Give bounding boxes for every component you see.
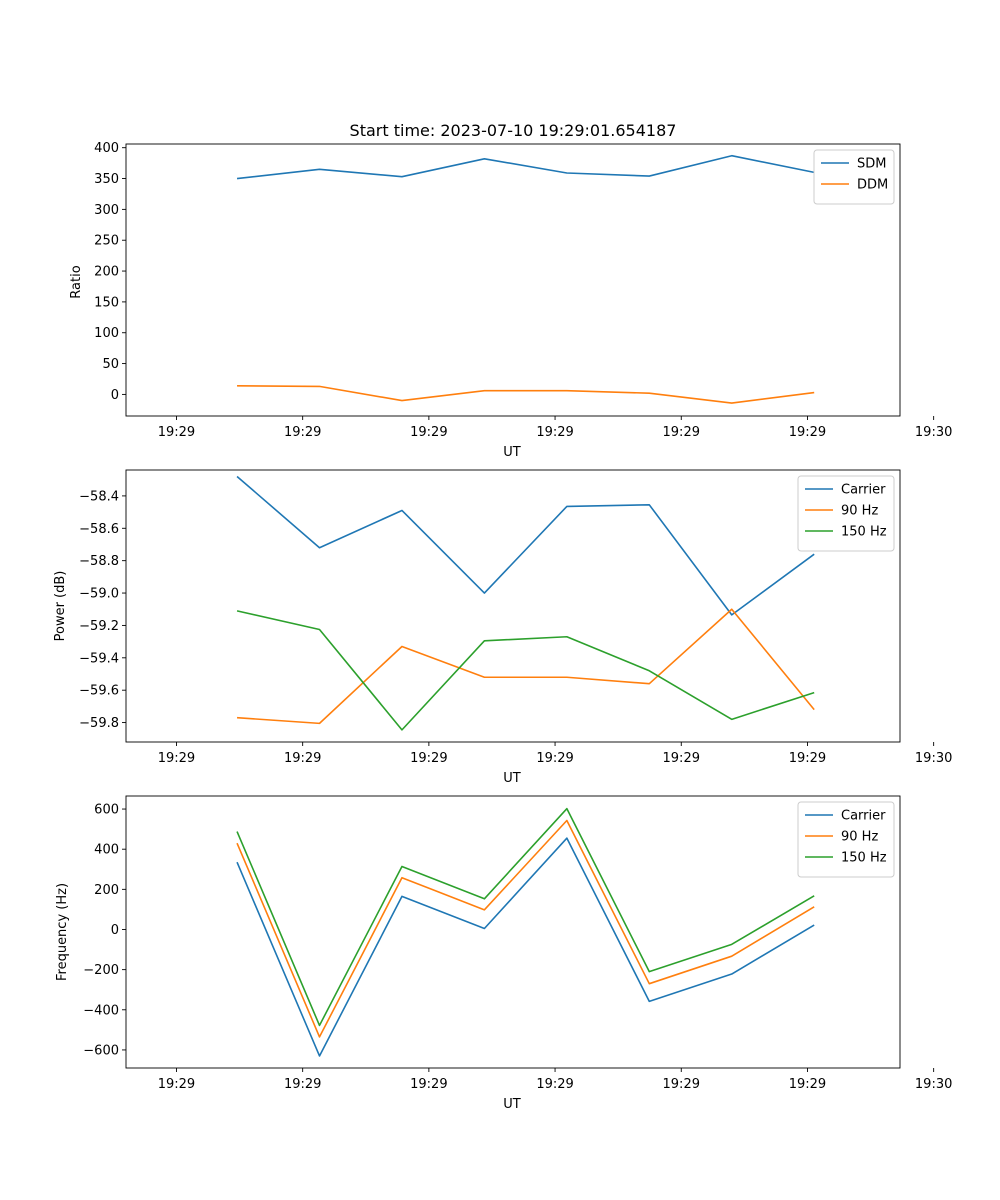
x-tick-label: 19:29	[158, 751, 195, 766]
series-line	[236, 610, 815, 731]
x-tick-label: 19:29	[789, 1077, 826, 1092]
x-tick-label: 19:29	[789, 751, 826, 766]
x-tick-label: 19:29	[536, 751, 573, 766]
legend-entry: 90 Hz	[841, 830, 878, 845]
x-tick-label: 19:29	[410, 751, 447, 766]
legend: SDM DDM	[813, 149, 895, 205]
x-tick-label: 19:29	[158, 425, 195, 440]
series-line	[236, 154, 815, 180]
x-tick-label: 19:29	[158, 1077, 195, 1092]
x-axis-label: UT	[503, 1097, 521, 1112]
y-tick-label: 200	[94, 883, 119, 898]
x-tick-label: 19:30	[915, 751, 952, 766]
y-axis-label: Frequency (Hz)	[55, 883, 70, 981]
legend-box	[797, 475, 895, 552]
x-tick-label: 19:29	[536, 425, 573, 440]
x-tick-label: 19:29	[663, 751, 700, 766]
axes-frame	[125, 795, 901, 1069]
y-tick-label: −59.0	[79, 587, 119, 602]
series-line	[237, 384, 815, 404]
y-tick-label: −59.6	[79, 684, 119, 699]
chart-title: Start time: 2023-07-10 19:29:01.654187	[350, 121, 677, 140]
y-tick-label: 400	[94, 141, 119, 156]
axes-frame	[125, 143, 901, 417]
y-tick-label: 200	[94, 265, 119, 280]
y-axis-label: Ratio	[69, 265, 84, 298]
x-tick-label: 19:29	[284, 751, 321, 766]
y-tick-label: −200	[83, 963, 119, 978]
y-axis-label: Power (dB)	[53, 571, 68, 642]
power-panel: UT Power (dB) 19:29 19:29 19:29 19:29 19:29 1…	[53, 469, 952, 786]
y-tick-label: −59.2	[79, 619, 119, 634]
x-tick-label: 19:30	[915, 425, 952, 440]
y-tick-label: 350	[94, 172, 119, 187]
x-tick-label: 19:29	[789, 425, 826, 440]
x-axis-label: UT	[503, 445, 521, 460]
x-tick-label: 19:29	[663, 425, 700, 440]
legend-entry: 90 Hz	[841, 504, 878, 519]
y-tick-label: 0	[111, 388, 119, 403]
ratio-panel: Start time: 2023-07-10 19:29:01.654187 U…	[69, 121, 952, 460]
legend-entry: 150 Hz	[841, 525, 887, 540]
y-tick-label: −59.8	[79, 716, 119, 731]
x-axis-label: UT	[503, 771, 521, 786]
y-tick-label: −400	[83, 1003, 119, 1018]
axes-frame	[125, 469, 901, 743]
y-tick-label: 50	[102, 357, 119, 372]
y-tick-label: −59.4	[79, 651, 119, 666]
legend: Carrier 90 Hz 150 Hz	[797, 475, 895, 552]
frequency-panel: UT Frequency (Hz) 19:29 19:29 19:29 19:29 19…	[55, 795, 952, 1112]
x-tick-label: 19:29	[284, 425, 321, 440]
y-tick-label: 100	[94, 326, 119, 341]
x-tick-label: 19:29	[410, 425, 447, 440]
series-line	[236, 475, 815, 616]
y-tick-label: 600	[94, 803, 119, 818]
y-tick-label: 400	[94, 843, 119, 858]
x-tick-label: 19:29	[284, 1077, 321, 1092]
y-tick-label: 300	[94, 203, 119, 218]
legend-entry: Carrier	[841, 809, 886, 824]
legend-entry: 150 Hz	[841, 851, 887, 866]
x-tick-label: 19:30	[915, 1077, 952, 1092]
y-tick-label: −58.4	[79, 489, 119, 504]
x-tick-label: 19:29	[663, 1077, 700, 1092]
series-line	[236, 819, 815, 1038]
series-line	[236, 807, 815, 1027]
y-tick-label: −600	[83, 1043, 119, 1058]
series-line	[236, 608, 815, 725]
legend: Carrier 90 Hz 150 Hz	[797, 801, 895, 878]
y-tick-label: −58.6	[79, 522, 119, 537]
y-tick-label: 250	[94, 234, 119, 249]
legend-entry: SDM	[857, 157, 886, 172]
y-tick-label: 150	[94, 295, 119, 310]
legend-entry: DDM	[857, 178, 888, 193]
series-line	[236, 837, 815, 1057]
legend-box	[797, 801, 895, 878]
y-tick-label: −58.8	[79, 554, 119, 569]
y-tick-label: 0	[111, 923, 119, 938]
x-tick-label: 19:29	[410, 1077, 447, 1092]
legend-entry: Carrier	[841, 483, 886, 498]
x-tick-label: 19:29	[536, 1077, 573, 1092]
